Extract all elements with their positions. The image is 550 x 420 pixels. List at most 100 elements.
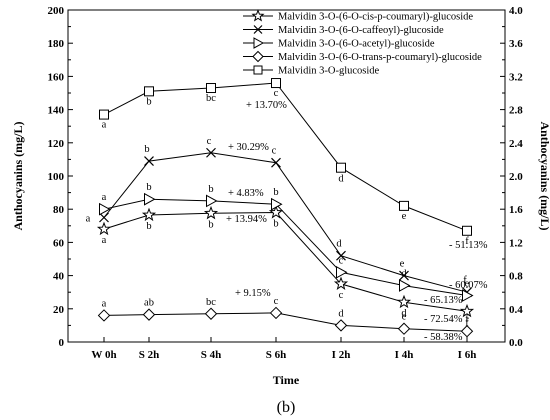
x-tick-label: S 4h (201, 349, 222, 361)
significance-letter: b (208, 184, 213, 195)
series-line-triangle-right (103, 198, 468, 296)
significance-letter: d (338, 174, 344, 185)
left-tick-label: 60 (53, 237, 65, 249)
percent-change-annotations: + 13.70% + 30.29% + 4.83% + 13.94% + 9.1… (226, 100, 488, 343)
data-point-star (396, 294, 412, 309)
right-tick-label: 0.4 (509, 304, 523, 316)
data-point-x (271, 157, 281, 168)
significance-letter: b (146, 182, 151, 193)
y-axis-title-left: Anthocyanins (mg/L) (11, 121, 25, 230)
legend-marker-triangle-right (253, 37, 265, 49)
data-point-triangle-right (206, 194, 218, 208)
left-tick-label: 80 (53, 204, 65, 216)
significance-letter: c (272, 146, 277, 157)
data-point-x (99, 212, 109, 223)
data-point-diamond (142, 308, 156, 321)
significance-letter: c (339, 290, 344, 301)
data-point-x (336, 250, 346, 261)
data-point-triangle-right (99, 202, 111, 216)
significance-letter: e (465, 279, 470, 290)
data-point-x (144, 156, 154, 166)
data-point-diamond (460, 325, 474, 338)
right-tick-label: 0.0 (509, 337, 523, 349)
right-tick-label: 4.0 (509, 5, 523, 17)
legend-entry: Malvidin 3-O-(6-O-caffeoyl)-glucoside (243, 25, 444, 36)
data-point-triangle-right (144, 192, 156, 206)
x-tick-label: W 0h (91, 349, 116, 361)
x-tick-label: S 6h (266, 349, 287, 361)
right-tick-label: 3.6 (509, 38, 523, 50)
significance-letter: f (465, 236, 469, 247)
significance-letter: e (402, 312, 407, 323)
significance-letter: e (400, 259, 405, 270)
significance-letter: d (336, 239, 342, 250)
series-square (99, 78, 472, 236)
left-tick-label: 120 (48, 138, 65, 150)
data-point-diamond (334, 319, 348, 332)
significance-letter: c (274, 296, 279, 307)
right-tick-label: 1.2 (509, 237, 523, 249)
significance-letter: a (102, 235, 107, 246)
significance-letter: f (465, 314, 469, 325)
left-tick-label: 160 (48, 71, 65, 83)
annotation-caffeoyl-i6h: - 60.07% (449, 280, 488, 291)
significance-letter: d (338, 308, 344, 319)
data-point-triangle-right (399, 279, 411, 292)
left-tick-label: 40 (53, 271, 65, 283)
data-point-square (206, 83, 216, 94)
x-tick-label: S 2h (139, 349, 160, 361)
data-point-triangle-right (336, 265, 348, 279)
significance-letter: a (102, 298, 107, 309)
series-line-diamond (103, 312, 468, 332)
x-tick-label: I 2h (332, 349, 351, 361)
right-tick-label: 3.2 (509, 71, 523, 83)
chart-legend: Malvidin 3-O-(6-O-cis-p-coumaryl)-glucos… (243, 9, 482, 77)
data-point-square (399, 200, 409, 211)
data-point-star (96, 221, 112, 236)
significance-letter: d (401, 269, 407, 280)
data-point-x (399, 270, 409, 281)
left-tick-label: 100 (48, 171, 65, 183)
significance-letter: b (273, 187, 278, 198)
data-point-star (333, 276, 349, 290)
annotation-glucoside-s6h: + 13.70% (246, 100, 287, 111)
data-point-square (144, 86, 154, 97)
annotation-cis-coumaryl-s4h: + 13.94% (226, 214, 267, 225)
significance-letter: a (102, 120, 107, 131)
significance-letter: c (207, 136, 212, 147)
significance-letter: bc (206, 297, 216, 308)
data-point-square (462, 225, 472, 236)
annotation-acetyl-i6h: - 72.54% (424, 314, 463, 325)
significance-letter: b (273, 219, 278, 230)
significance-letter: b (144, 144, 149, 155)
panel-label: (b) (277, 399, 296, 416)
legend-label: Malvidin 3-O-(6-O-caffeoyl)-glucoside (278, 25, 444, 36)
right-tick-label: 1.6 (509, 204, 523, 216)
series-triangle-right (99, 192, 474, 302)
legend-label: Malvidin 3-O-(6-O-acetyl)-glucoside (278, 39, 435, 50)
data-point-square (271, 78, 281, 89)
legend-entry: Malvidin 3-O-(6-O-acetyl)-glucoside (243, 37, 435, 50)
annotation-caffeoyl-s4h: + 30.29% (228, 142, 269, 153)
right-tick-label: 2.4 (509, 138, 523, 150)
left-tick-label: 200 (48, 5, 65, 17)
annotation-trans-coumaryl-s6h: + 9.15% (235, 288, 271, 299)
data-point-star (268, 205, 284, 219)
series-diamond (97, 306, 474, 338)
data-point-star (203, 205, 219, 220)
left-y-axis-ticks: 0 20 40 60 80 100 120 140 160 180 200 (48, 5, 73, 349)
y-axis-title-right: Anthocyanins (mg/L) (538, 121, 550, 230)
data-point-square (336, 162, 346, 173)
x-tick-label: I 6h (458, 349, 477, 361)
data-point-diamond (269, 306, 283, 320)
series-layer (96, 78, 475, 338)
significance-letter: e (402, 211, 407, 222)
left-tick-label: 140 (48, 105, 65, 117)
legend-label: Malvidin 3-O-glucoside (278, 66, 380, 77)
legend-entry: Malvidin 3-O-(6-O-trans-p-coumaryl)-gluc… (243, 50, 482, 63)
data-point-triangle-right (462, 289, 474, 302)
significance-letter: b (146, 221, 151, 232)
significance-letter: d (401, 308, 407, 319)
series-star (96, 205, 475, 318)
